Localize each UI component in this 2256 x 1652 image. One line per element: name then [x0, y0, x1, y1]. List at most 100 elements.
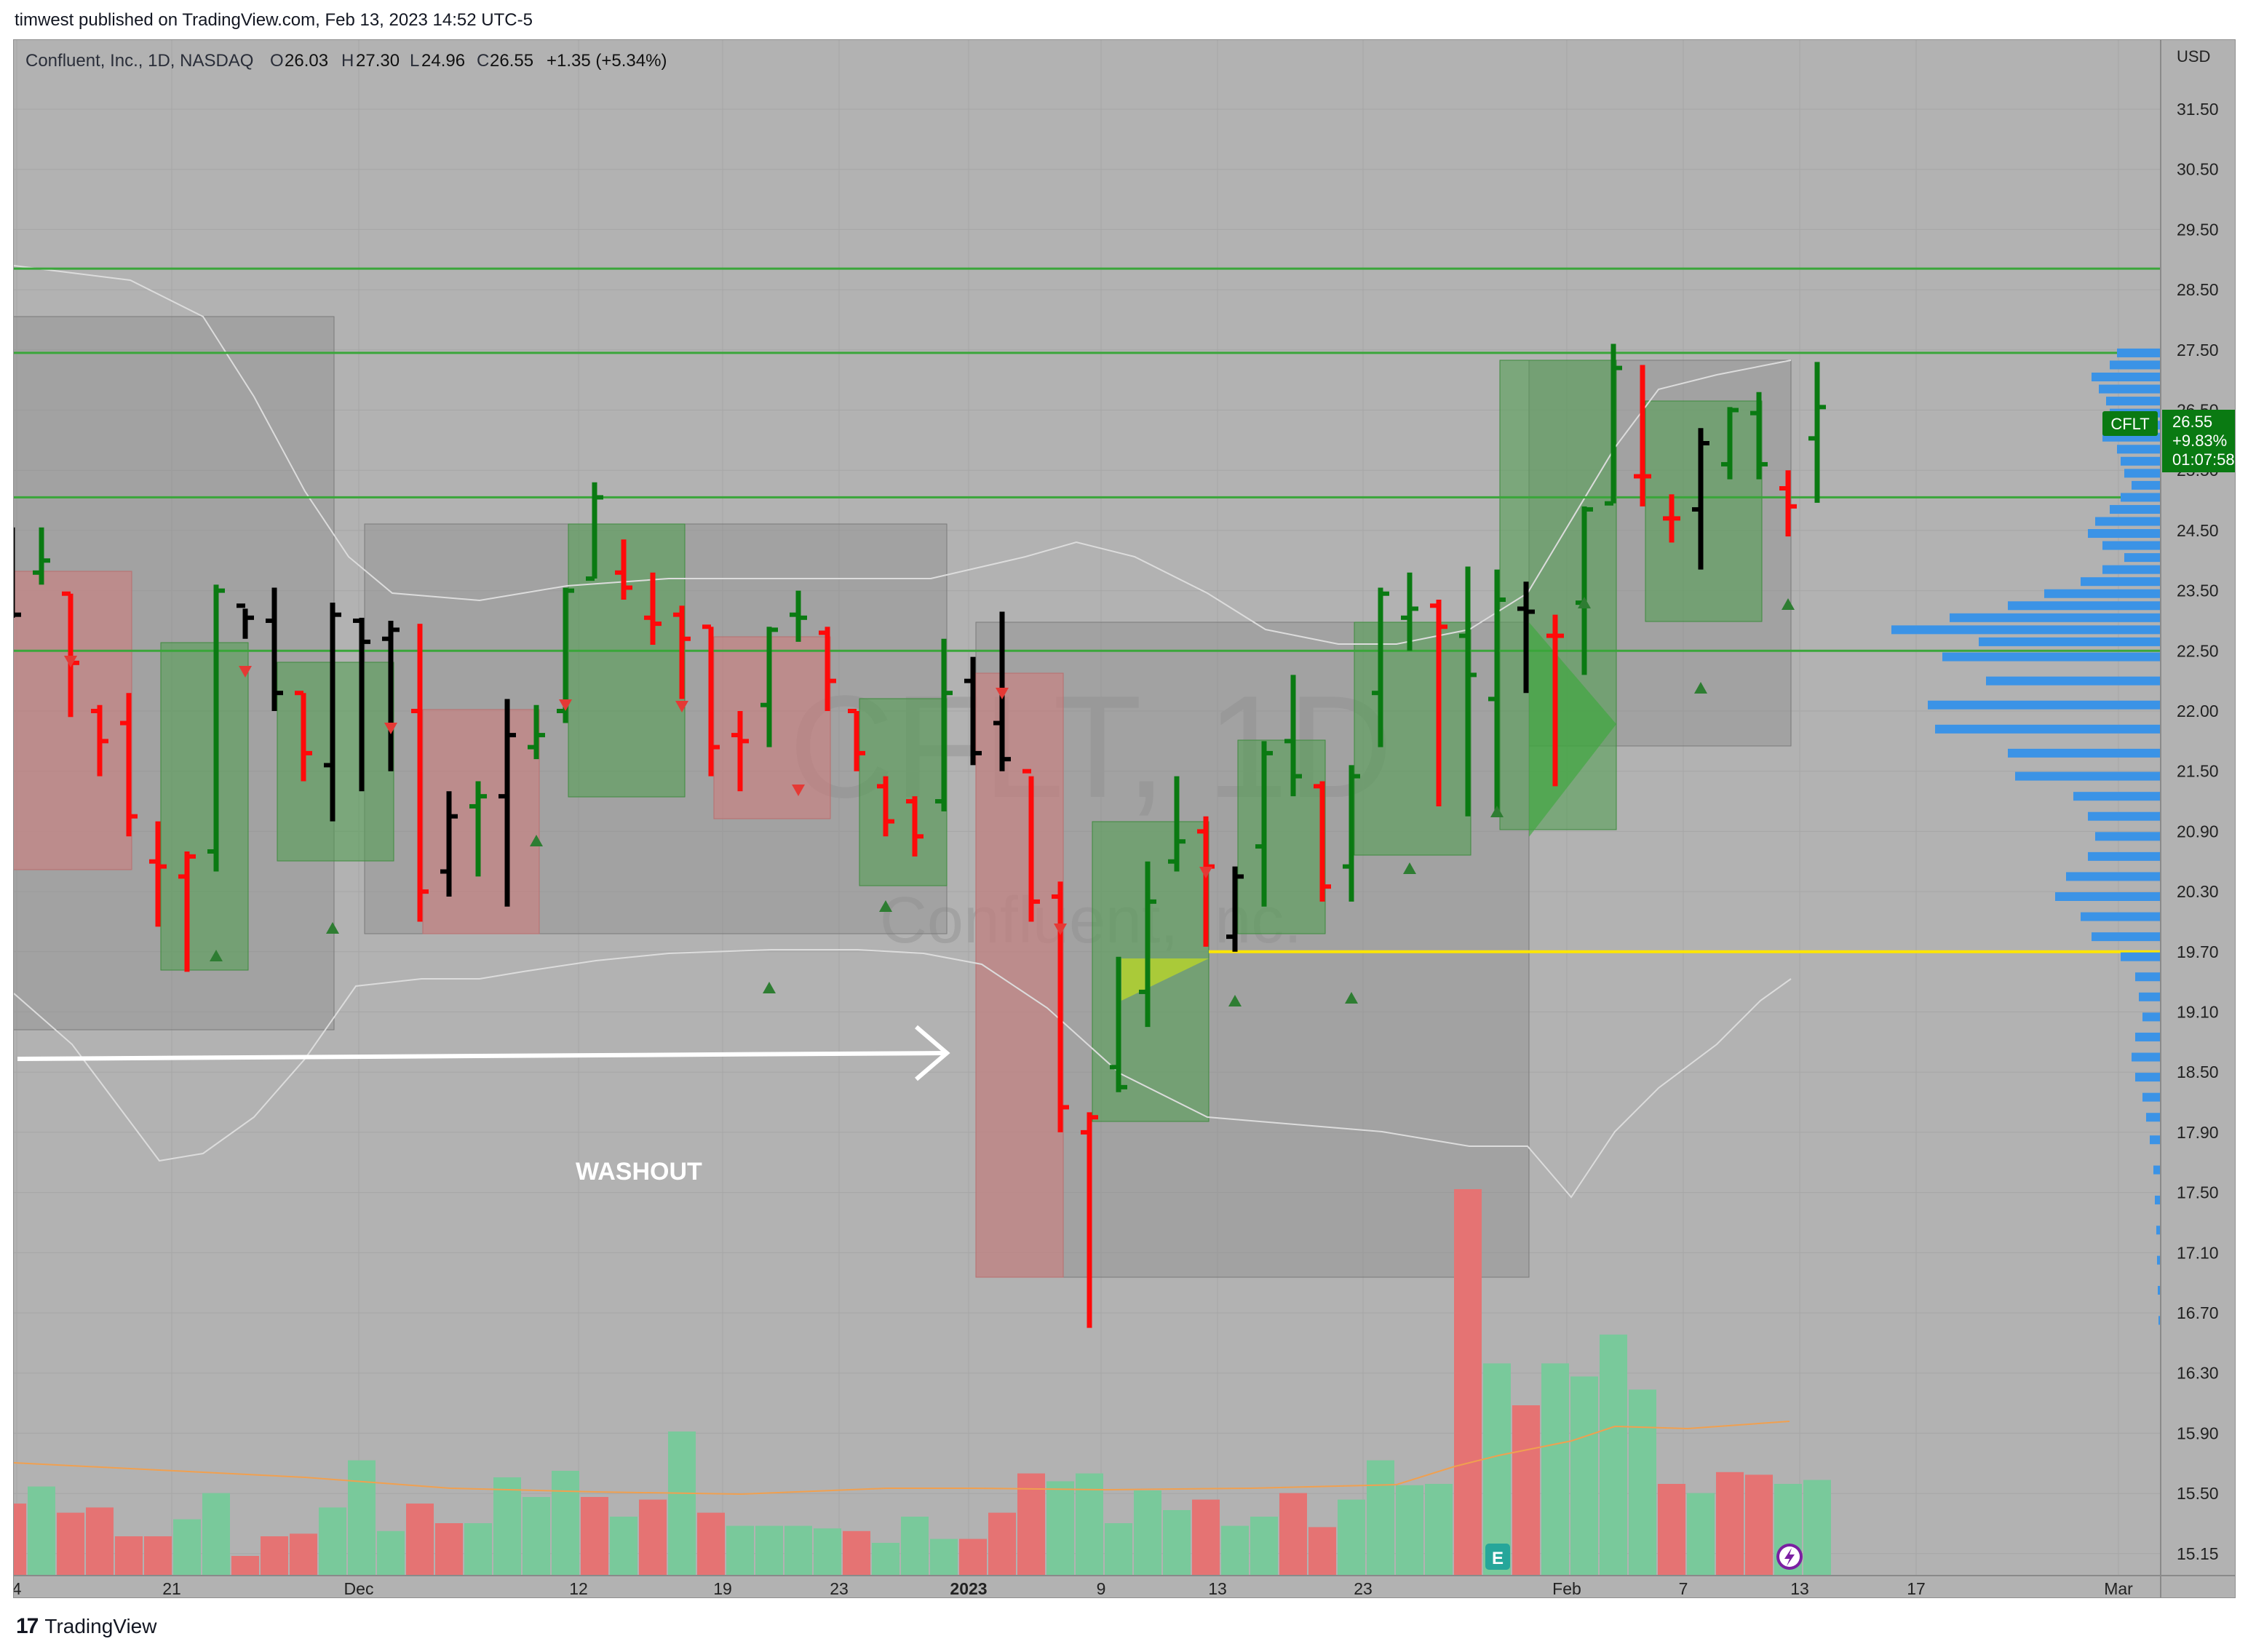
tradingview-brand: TradingView: [44, 1615, 157, 1637]
ohlc-bar[interactable]: [237, 603, 254, 639]
ohlc-bar[interactable]: [1459, 566, 1477, 817]
ohlc-bar[interactable]: [1692, 428, 1709, 570]
ohlc-bar[interactable]: [149, 821, 167, 927]
volume-profile-bar: [2088, 529, 2161, 539]
ohlc-bar[interactable]: [644, 572, 662, 646]
volume-bar: [1338, 1499, 1365, 1576]
ohlc-bar[interactable]: [1110, 956, 1127, 1092]
volume-profile-bar: [2142, 1012, 2161, 1022]
svg-text:E: E: [1492, 1549, 1504, 1568]
price-tick-label: 22.50: [2177, 641, 2219, 660]
ohlc-bar[interactable]: [1808, 362, 1826, 503]
up-signal-marker: [326, 922, 339, 934]
ohlc-bar[interactable]: [1634, 365, 1651, 507]
tradingview-logo[interactable]: 17 TradingView: [16, 1614, 156, 1639]
ohlc-bar[interactable]: [848, 709, 865, 771]
ohlc-bar[interactable]: [673, 605, 691, 699]
last-change: +9.83%: [2172, 432, 2227, 450]
ohlc-bar[interactable]: [1605, 343, 1622, 506]
ohlc-bar[interactable]: [1663, 494, 1680, 543]
up-signal-marker: [879, 900, 892, 912]
ohlc-bar[interactable]: [469, 781, 487, 877]
price-tick-label: 15.15: [2177, 1544, 2219, 1563]
ohlc-bar[interactable]: [819, 627, 836, 711]
bullish-box[interactable]: [1354, 622, 1471, 856]
volume-profile-bar: [2095, 517, 2161, 526]
ohlc-bar[interactable]: [324, 603, 341, 822]
ohlc-bar[interactable]: [964, 656, 982, 766]
ohlc-bar[interactable]: [1430, 600, 1447, 806]
ohlc-bar[interactable]: [295, 691, 312, 782]
ohlc-bar[interactable]: [1081, 1112, 1098, 1328]
ohlc-bar[interactable]: [731, 711, 749, 792]
ohlc-bar[interactable]: [760, 627, 778, 747]
price-tick-label: 22.00: [2177, 702, 2219, 720]
ohlc-bar[interactable]: [353, 617, 370, 792]
price-tick-label: 28.50: [2177, 280, 2219, 299]
earnings-icon[interactable]: E: [1485, 1544, 1510, 1570]
chart-panel[interactable]: CFLT, 1D Confluent, Inc. WASHOUT E Conflu…: [13, 39, 2236, 1598]
bullish-box[interactable]: [1237, 739, 1326, 934]
ohlc-bar[interactable]: [1226, 866, 1244, 952]
price-axis[interactable]: USD31.5030.5029.5028.5027.5026.5025.5024…: [2177, 47, 2219, 1597]
bullish-box[interactable]: [1645, 400, 1763, 622]
ohlc-bar[interactable]: [266, 587, 283, 711]
ohlc-bar[interactable]: [1721, 407, 1739, 480]
bar-countdown: 01:07:58: [2172, 450, 2235, 469]
ohlc-bar[interactable]: [499, 699, 516, 907]
ohlc-bar[interactable]: [935, 638, 953, 811]
bullish-box[interactable]: [568, 523, 686, 798]
ohlc-bar[interactable]: [178, 851, 196, 972]
ohlc-bar[interactable]: [120, 693, 138, 837]
symbol-badge: [2102, 411, 2158, 436]
ohlc-bar[interactable]: [1750, 392, 1768, 480]
washout-arrow[interactable]: [17, 1025, 950, 1081]
ohlc-bar[interactable]: [702, 624, 720, 777]
ohlc-bar[interactable]: [1488, 569, 1506, 817]
volume-profile-bar: [2055, 891, 2161, 901]
ohlc-bar[interactable]: [411, 624, 429, 922]
ohlc-bar[interactable]: [1314, 781, 1331, 902]
volume-bar: [173, 1519, 201, 1576]
ohlc-bar[interactable]: [790, 590, 807, 642]
bearish-box[interactable]: [713, 636, 831, 819]
ohlc-bar[interactable]: [1052, 881, 1069, 1132]
volume-bar: [785, 1525, 812, 1576]
ohlc-bar[interactable]: [1197, 816, 1215, 947]
volume-bar: [552, 1471, 579, 1576]
ohlc-bar[interactable]: [33, 527, 50, 585]
bearish-box[interactable]: [422, 709, 540, 934]
bullish-box[interactable]: [160, 642, 249, 971]
ohlc-bar[interactable]: [906, 796, 924, 857]
ohlc-bar[interactable]: [615, 539, 632, 600]
ohlc-bar[interactable]: [528, 704, 545, 760]
ohlc-bar[interactable]: [1546, 614, 1564, 787]
ohlc-bar[interactable]: [440, 791, 458, 897]
ohlc-bar[interactable]: [1343, 765, 1360, 902]
ohlc-bar[interactable]: [1779, 470, 1797, 537]
ohlc-bar[interactable]: [1139, 861, 1156, 1028]
ohlc-bar[interactable]: [91, 704, 108, 777]
ohlc-bar[interactable]: [877, 776, 894, 837]
time-tick-label: 7: [1679, 1579, 1688, 1597]
ohlc-bar[interactable]: [1168, 776, 1185, 872]
bullish-box[interactable]: [277, 662, 394, 862]
volume-bar: [1454, 1189, 1482, 1576]
ohlc-bar[interactable]: [1284, 675, 1302, 797]
legend-change: +1.35 (+5.34%): [547, 51, 667, 71]
ohlc-bar[interactable]: [1517, 581, 1535, 694]
ohlc-bar[interactable]: [207, 584, 225, 872]
bullish-box[interactable]: [859, 698, 948, 886]
ohlc-bar[interactable]: [586, 482, 603, 581]
bearish-box[interactable]: [975, 672, 1064, 1278]
time-axis[interactable]: 4 21 Dec 12 19 23 2023 9 13 23 Feb 7 13 17 Mar: [14, 1579, 2133, 1597]
ohlc-bar[interactable]: [1022, 769, 1040, 922]
ohlc-bar[interactable]: [14, 527, 21, 618]
ohlc-bar[interactable]: [1401, 572, 1418, 651]
ohlc-bar[interactable]: [382, 620, 400, 771]
ohlc-bar[interactable]: [1255, 741, 1273, 907]
ohlc-bar[interactable]: [1372, 587, 1389, 747]
volume-bar: [1716, 1472, 1744, 1576]
lightning-icon[interactable]: [1776, 1544, 1803, 1570]
